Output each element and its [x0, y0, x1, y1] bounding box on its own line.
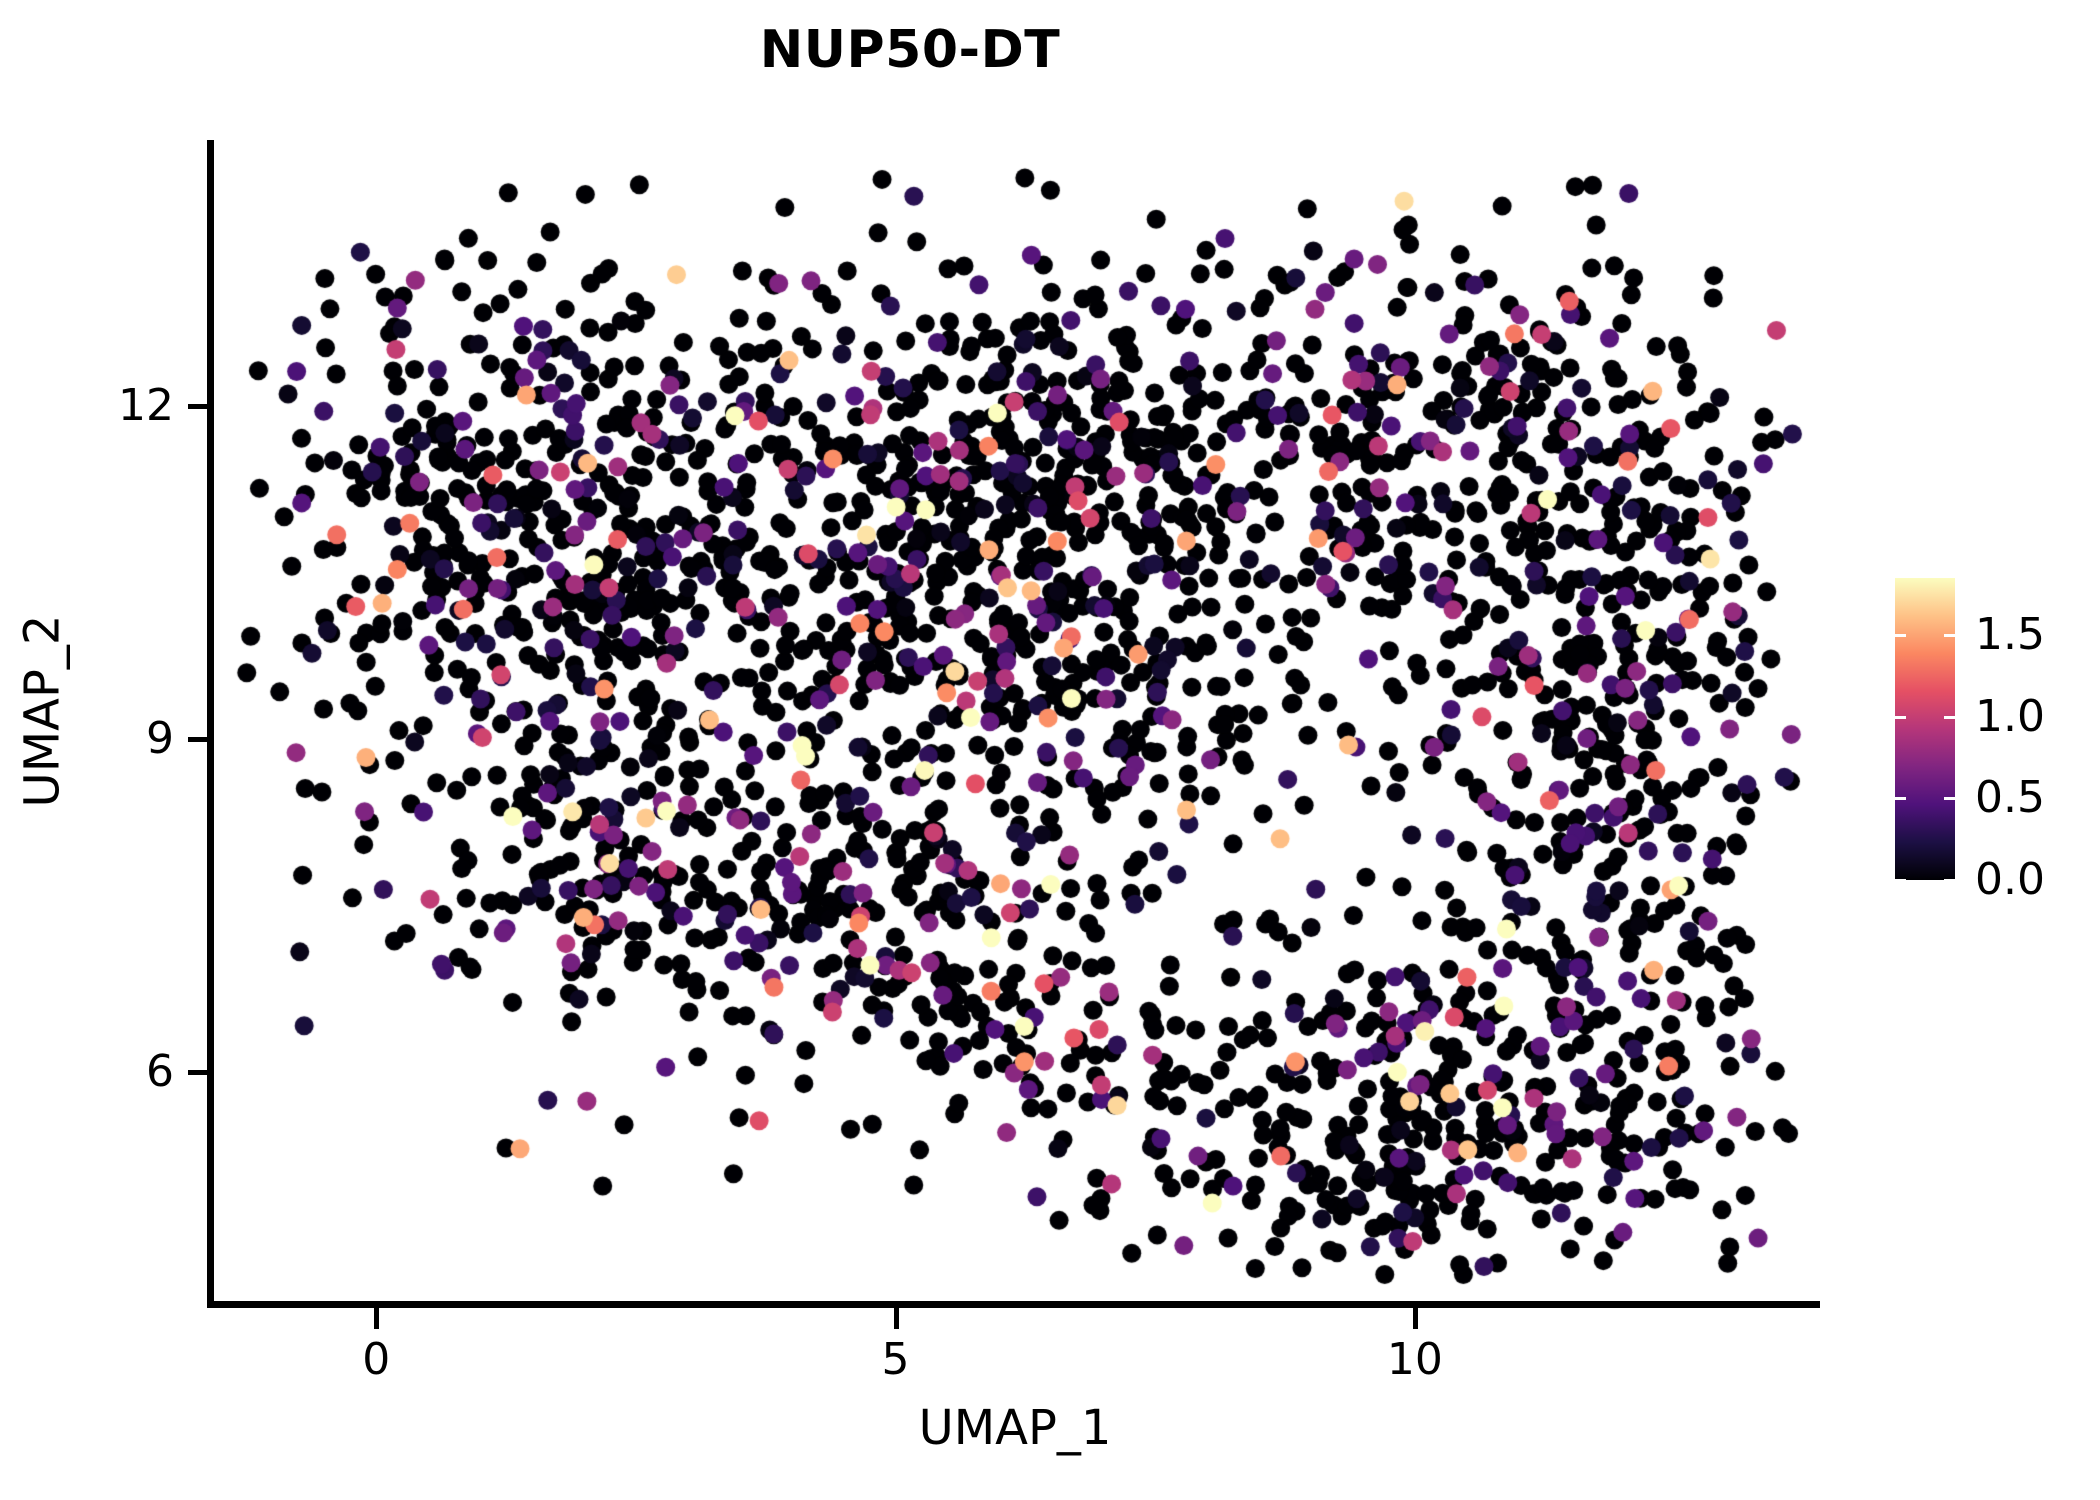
scatter-points-canvas [210, 140, 1820, 1305]
page-title: NUP50-DT [759, 20, 1061, 80]
x-tick-label: 0 [362, 1334, 391, 1385]
colorbar-tick-label: 0.5 [1975, 772, 2045, 824]
colorbar-tick-label: 0.0 [1975, 854, 2045, 905]
x-tick-mark [1412, 1308, 1418, 1329]
y-tick-label: 9 [146, 713, 174, 765]
colorbar-tick-label: 1.5 [1975, 609, 2045, 661]
colorbar-tick-mark [1895, 879, 1955, 882]
y-axis-spine [207, 140, 214, 1308]
colorbar-tick-mark [1895, 715, 1955, 719]
y-tick-mark [188, 1070, 208, 1075]
colorbar [1895, 578, 1955, 882]
y-tick-label: 12 [118, 380, 174, 432]
x-tick-label: 10 [1386, 1334, 1443, 1385]
x-axis-spine [207, 1301, 1820, 1308]
y-axis-label: UMAP_2 [14, 614, 71, 808]
y-tick-mark [188, 737, 208, 743]
x-tick-mark [893, 1308, 899, 1329]
colorbar-tick-mark [1895, 797, 1955, 801]
colorbar-gradient [1895, 578, 1955, 880]
colorbar-tick-label: 1.0 [1975, 690, 2045, 742]
plot-area [210, 140, 1820, 1305]
y-tick-label: 6 [146, 1046, 174, 1097]
y-tick-mark [188, 404, 208, 410]
x-tick-label: 5 [881, 1334, 910, 1385]
x-tick-mark [374, 1308, 380, 1329]
colorbar-tick-mark [1895, 634, 1955, 638]
x-axis-label: UMAP_1 [918, 1400, 1112, 1456]
